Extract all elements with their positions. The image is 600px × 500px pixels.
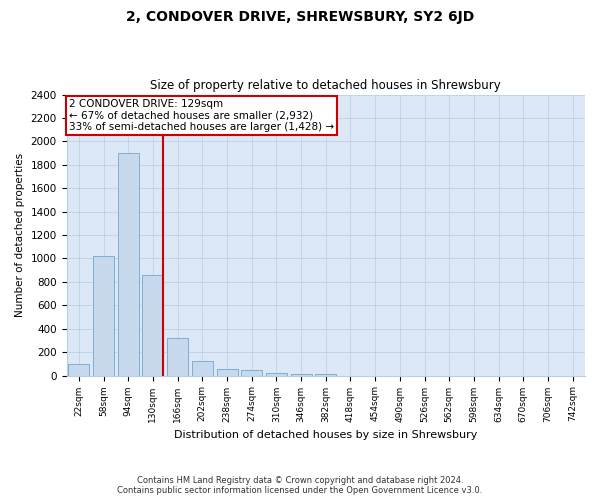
Text: 2 CONDOVER DRIVE: 129sqm
← 67% of detached houses are smaller (2,932)
33% of sem: 2 CONDOVER DRIVE: 129sqm ← 67% of detach… [69, 99, 334, 132]
Bar [241, 370, 262, 376]
Bar [167, 338, 188, 376]
Bar [217, 369, 238, 376]
Bar [290, 374, 311, 376]
Bar [192, 361, 213, 376]
Y-axis label: Number of detached properties: Number of detached properties [15, 153, 25, 317]
Bar [142, 275, 163, 376]
Bar [93, 256, 114, 376]
Text: Contains HM Land Registry data © Crown copyright and database right 2024.
Contai: Contains HM Land Registry data © Crown c… [118, 476, 482, 495]
Title: Size of property relative to detached houses in Shrewsbury: Size of property relative to detached ho… [151, 79, 501, 92]
Text: 2, CONDOVER DRIVE, SHREWSBURY, SY2 6JD: 2, CONDOVER DRIVE, SHREWSBURY, SY2 6JD [126, 10, 474, 24]
Bar [266, 372, 287, 376]
Bar [118, 153, 139, 376]
Bar [315, 374, 336, 376]
X-axis label: Distribution of detached houses by size in Shrewsbury: Distribution of detached houses by size … [174, 430, 478, 440]
Bar [68, 364, 89, 376]
